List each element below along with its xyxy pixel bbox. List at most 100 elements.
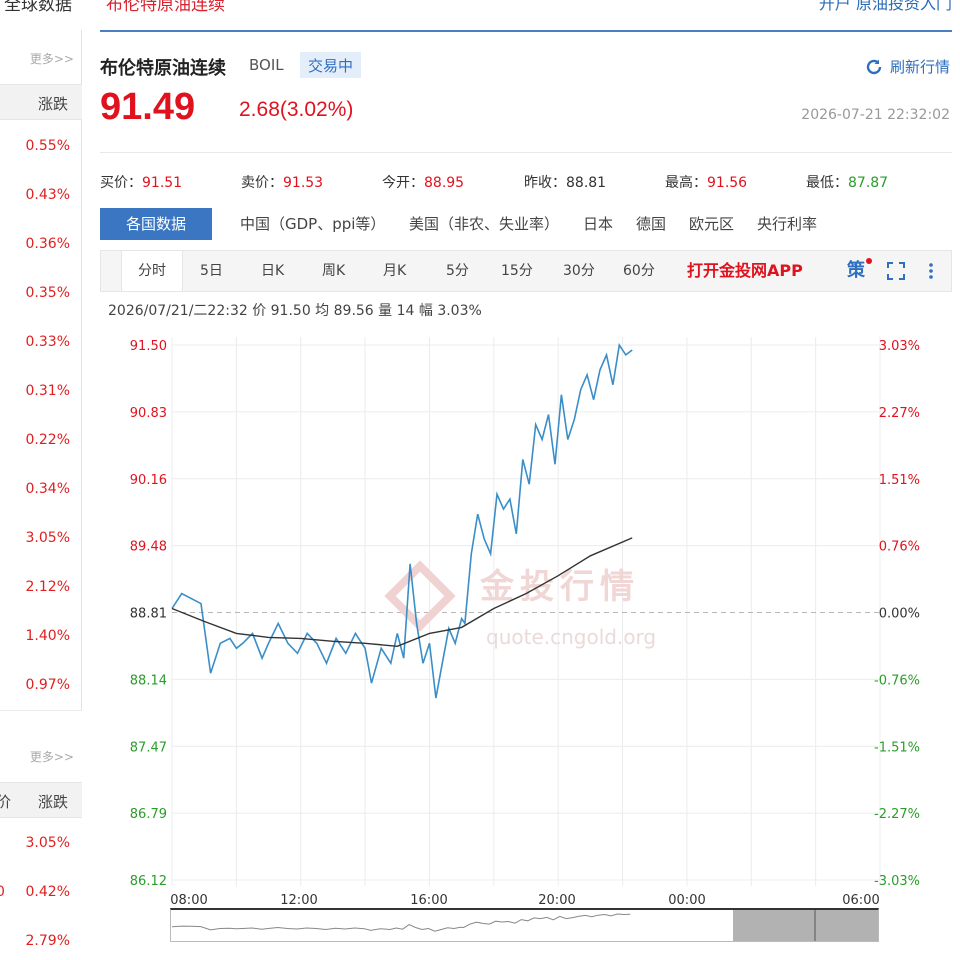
x-axis-tick-label: 08:00 [170,893,207,908]
tab-intraday[interactable]: 分时 [121,251,183,291]
quote-stat: 买价：91.51 [100,172,182,192]
tab-country-data[interactable]: 各国数据 [100,208,213,240]
notification-dot [866,258,872,264]
top-breadcrumb[interactable]: 布伦特原油连续 [106,0,225,15]
tab-japan[interactable]: 日本 [583,215,614,233]
list-item-change[interactable]: 3.05% [25,835,70,851]
y-axis-percent-tick-label: 3.03% [879,339,920,354]
y-axis-tick-label: 88.81 [130,607,167,622]
y-axis-tick-label: 90.16 [130,473,167,488]
list-item-change[interactable]: 1.40% [25,628,70,644]
y-axis-tick-label: 91.50 [130,339,167,354]
stat-label: 今开： [382,175,424,191]
tab-central-bank-rate[interactable]: 央行利率 [757,215,818,233]
trading-status-badge: 交易中 [300,52,362,78]
list-item-change[interactable]: 0.97% [25,677,70,693]
y-axis-percent-tick-label: 0.76% [879,540,920,555]
more-link-2[interactable]: 更多>> [29,750,74,764]
tab-5day[interactable]: 5日 [200,263,223,279]
tab-15min[interactable]: 15分 [501,263,533,279]
left-divider [81,30,82,710]
y-axis-percent-tick-label: -3.03% [874,874,920,889]
fullscreen-icon[interactable] [884,259,908,283]
tab-daily-k[interactable]: 日K [261,263,285,279]
quote-stat: 最高：91.56 [665,172,747,192]
more-vertical-icon[interactable] [919,259,943,283]
refresh-label: 刷新行情 [889,58,950,76]
tab-germany[interactable]: 德国 [636,215,667,233]
refresh-button[interactable]: 刷新行情 [864,56,950,77]
instrument-name: 布伦特原油连续 [100,58,226,79]
stat-label: 最高： [665,175,707,191]
stat-value: 91.51 [142,175,183,191]
y-axis-tick-label: 86.12 [130,874,167,889]
watermark-text: 金投行情 [479,567,640,607]
top-divider [100,30,952,32]
list-item-change[interactable]: 0.43% [25,187,70,203]
tab-5min[interactable]: 5分 [446,263,469,279]
list-item-change[interactable]: 3.05% [25,530,70,546]
top-left-link[interactable]: 全球数据 [4,0,72,15]
list-item-change[interactable]: 0.36% [25,236,70,252]
stat-label: 卖价： [241,175,283,191]
more-link[interactable]: 更多>> [29,52,74,66]
y-axis-tick-label: 89.48 [130,540,167,555]
quote-stat: 卖价：91.53 [241,172,323,192]
list-divider [0,710,82,711]
x-axis-tick-label: 12:00 [280,893,317,908]
average-series-line [171,537,633,648]
stat-value: 87.87 [848,175,889,191]
open-app-link[interactable]: 打开金投网APP [687,261,803,280]
header-divider [100,152,952,153]
tab-60min[interactable]: 60分 [623,263,655,279]
tab-weekly-k[interactable]: 周K [322,263,346,279]
top-strip: 全球数据 布伦特原油连续 开户 原油投资入门 [0,0,960,30]
y-axis-tick-label: 88.14 [130,673,167,688]
price-column-header: 价 [0,793,12,811]
quote-stat: 昨收：88.81 [524,172,606,192]
tab-monthly-k[interactable]: 月K [383,263,407,279]
tab-eurozone[interactable]: 欧元区 [689,215,735,233]
list-header: 涨跌 [0,84,82,120]
stat-value: 91.53 [283,175,324,191]
y-axis-tick-label: 90.83 [130,406,167,421]
stat-value: 88.95 [424,175,465,191]
left-ranking-panel: 更多>> 涨跌 0.55% 0.43% 0.36% 0.35% 0.33% 0.31% 0.… [0,30,82,960]
list-item-change[interactable]: 0.55% [25,138,70,154]
list-item-change[interactable]: 2.12% [25,579,70,595]
change-column-header: 涨跌 [37,95,68,113]
list-item-change[interactable]: 0.35% [25,285,70,301]
crosshair-info: 2026/07/21/二22:32 价 91.50 均 89.56 量 14 幅… [108,303,482,319]
y-axis-tick-label: 87.47 [130,740,167,755]
y-axis-percent-tick-label: 2.27% [879,406,920,421]
list-item-change[interactable]: 2.79% [25,933,70,949]
list-item-change[interactable]: 0.34% [25,481,70,497]
x-axis-tick-label: 06:00 [842,893,879,908]
y-axis-percent-tick-label: 0.00% [879,607,920,622]
quote-stat: 最低：87.87 [806,172,888,192]
quote-stat: 今开：88.95 [382,172,464,192]
tab-30min[interactable]: 30分 [563,263,595,279]
list-item-change[interactable]: 0.42% [25,884,70,900]
tab-usa[interactable]: 美国（非农、失业率） [409,215,560,233]
tab-china[interactable]: 中国（GDP、ppi等） [240,215,386,233]
y-axis-percent-tick-label: -1.51% [874,740,920,755]
y-axis-percent-tick-label: -0.76% [874,673,920,688]
stat-label: 买价： [100,175,142,191]
list-item-change[interactable]: 0.31% [25,383,70,399]
refresh-icon [866,59,882,74]
quote-timestamp: 2026-07-21 22:32:02 [801,107,950,123]
y-axis-percent-tick-label: 1.51% [879,473,920,488]
list-item-change[interactable]: 0.33% [25,334,70,350]
y-axis-percent-tick-label: -2.27% [874,807,920,822]
watermark-url: quote.cngold.org [486,625,656,649]
list-header-2: 价 涨跌 [0,782,82,818]
list-item-change[interactable]: 0.22% [25,432,70,448]
strategy-icon[interactable]: 策 [847,260,865,281]
top-right-link[interactable]: 开户 原油投资入门 [818,0,952,13]
stat-label: 昨收： [524,175,566,191]
instrument-code: BOIL [249,56,284,74]
time-navigator[interactable] [170,908,879,942]
